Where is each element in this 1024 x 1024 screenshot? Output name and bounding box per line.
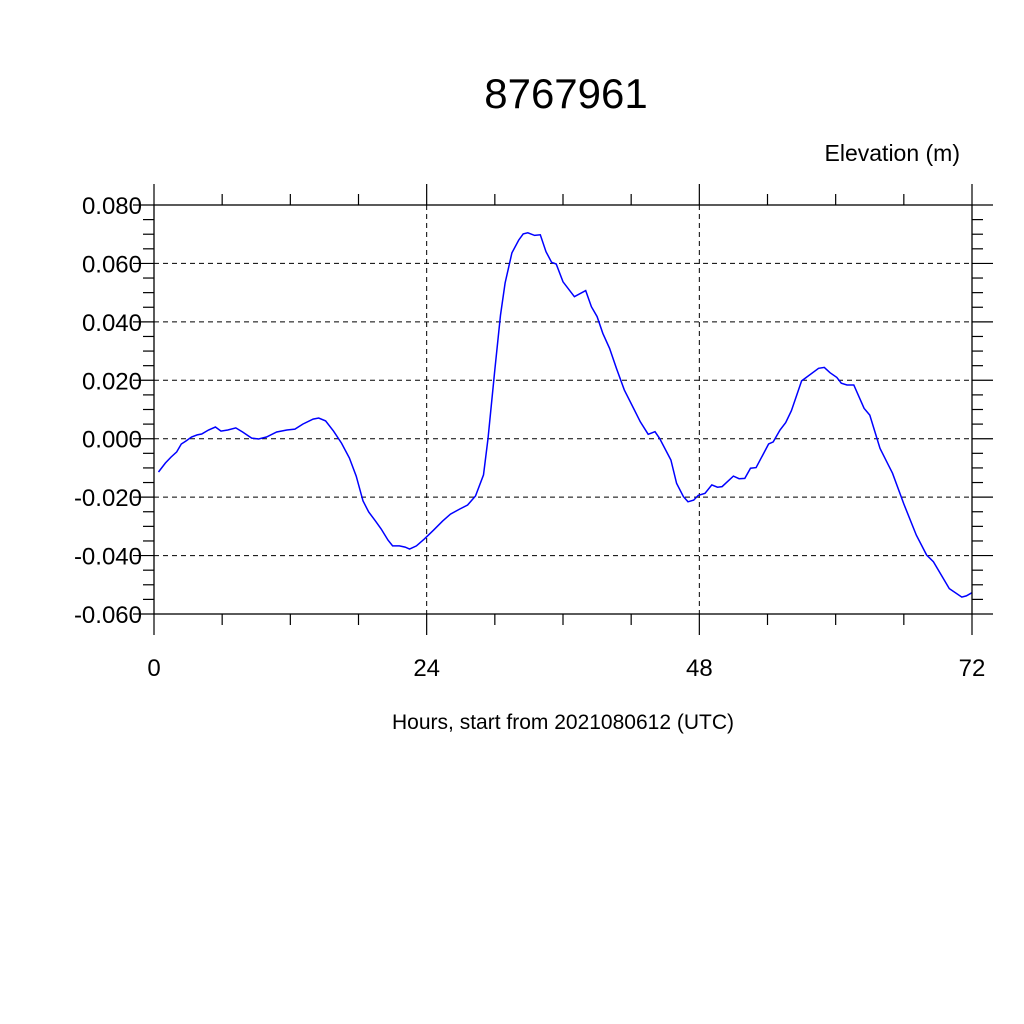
plot-frame — [153, 204, 973, 615]
x-tick-label: 72 — [959, 655, 986, 682]
y-tick-label: 0.040 — [82, 310, 142, 337]
y-tick-label: 0.020 — [82, 368, 142, 395]
tick-labels: 0 24 48 72 0.080 0.060 0.040 0.020 0.000 -0.020 -0… — [74, 193, 985, 682]
y-tick-label: 0.080 — [82, 193, 142, 220]
y-axis-label: Elevation (m) — [825, 140, 960, 166]
x-axis-label: Hours, start from 2021080612 (UTC) — [392, 711, 734, 734]
y-tick-label: -0.060 — [74, 602, 142, 629]
y-tick-label: 0.000 — [82, 427, 142, 454]
chart-title: 8767961 — [484, 70, 648, 117]
y-tick-label: -0.040 — [74, 544, 142, 571]
axis-ticks — [133, 184, 993, 635]
series-line — [157, 232, 973, 598]
grid-lines — [154, 205, 972, 614]
x-tick-label: 24 — [413, 655, 440, 682]
x-tick-label: 48 — [686, 655, 713, 682]
x-tick-label: 0 — [147, 655, 160, 682]
y-tick-label: -0.020 — [74, 485, 142, 512]
y-tick-label: 0.060 — [82, 251, 142, 278]
